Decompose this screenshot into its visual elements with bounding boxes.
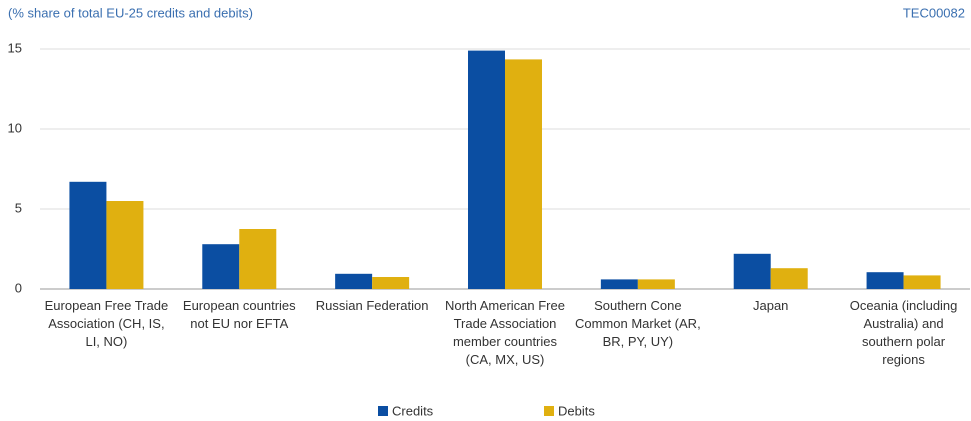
bar [106, 201, 144, 289]
x-tick-label: European countries not EU nor EFTA [182, 298, 296, 331]
y-tick-label: 15 [8, 40, 22, 55]
legend-swatch [544, 406, 554, 416]
bar [202, 244, 240, 289]
x-tick-label: Japan [752, 298, 789, 313]
bar [600, 279, 638, 289]
chart-title: (% share of total EU-25 credits and debi… [8, 5, 253, 20]
x-tick-label: Southern Cone Common Market (AR, BR, PY,… [574, 298, 701, 349]
y-tick-label: 5 [15, 200, 22, 215]
y-tick-label: 0 [15, 280, 22, 295]
bar [69, 181, 107, 289]
legend-swatch [378, 406, 388, 416]
bar [733, 253, 771, 289]
y-tick-label: 10 [8, 120, 22, 135]
bar [468, 50, 505, 289]
bar [637, 279, 675, 289]
x-tick-label: North American Free Trade Association me… [445, 298, 565, 367]
legend-label: Debits [558, 403, 595, 418]
bar [866, 272, 904, 289]
x-tick-label: Russian Federation [315, 298, 429, 313]
x-tick-label: Oceania (including Australia) and southe… [849, 298, 958, 367]
legend-label: Credits [392, 403, 434, 418]
bar [335, 273, 373, 289]
chart-note: TEC00082 [903, 5, 965, 20]
bar [372, 277, 410, 289]
bar [239, 229, 277, 289]
bar [505, 59, 542, 290]
x-tick-label: European Free Trade Association (CH, IS,… [44, 298, 169, 349]
bar [770, 268, 808, 289]
bar [903, 275, 941, 289]
